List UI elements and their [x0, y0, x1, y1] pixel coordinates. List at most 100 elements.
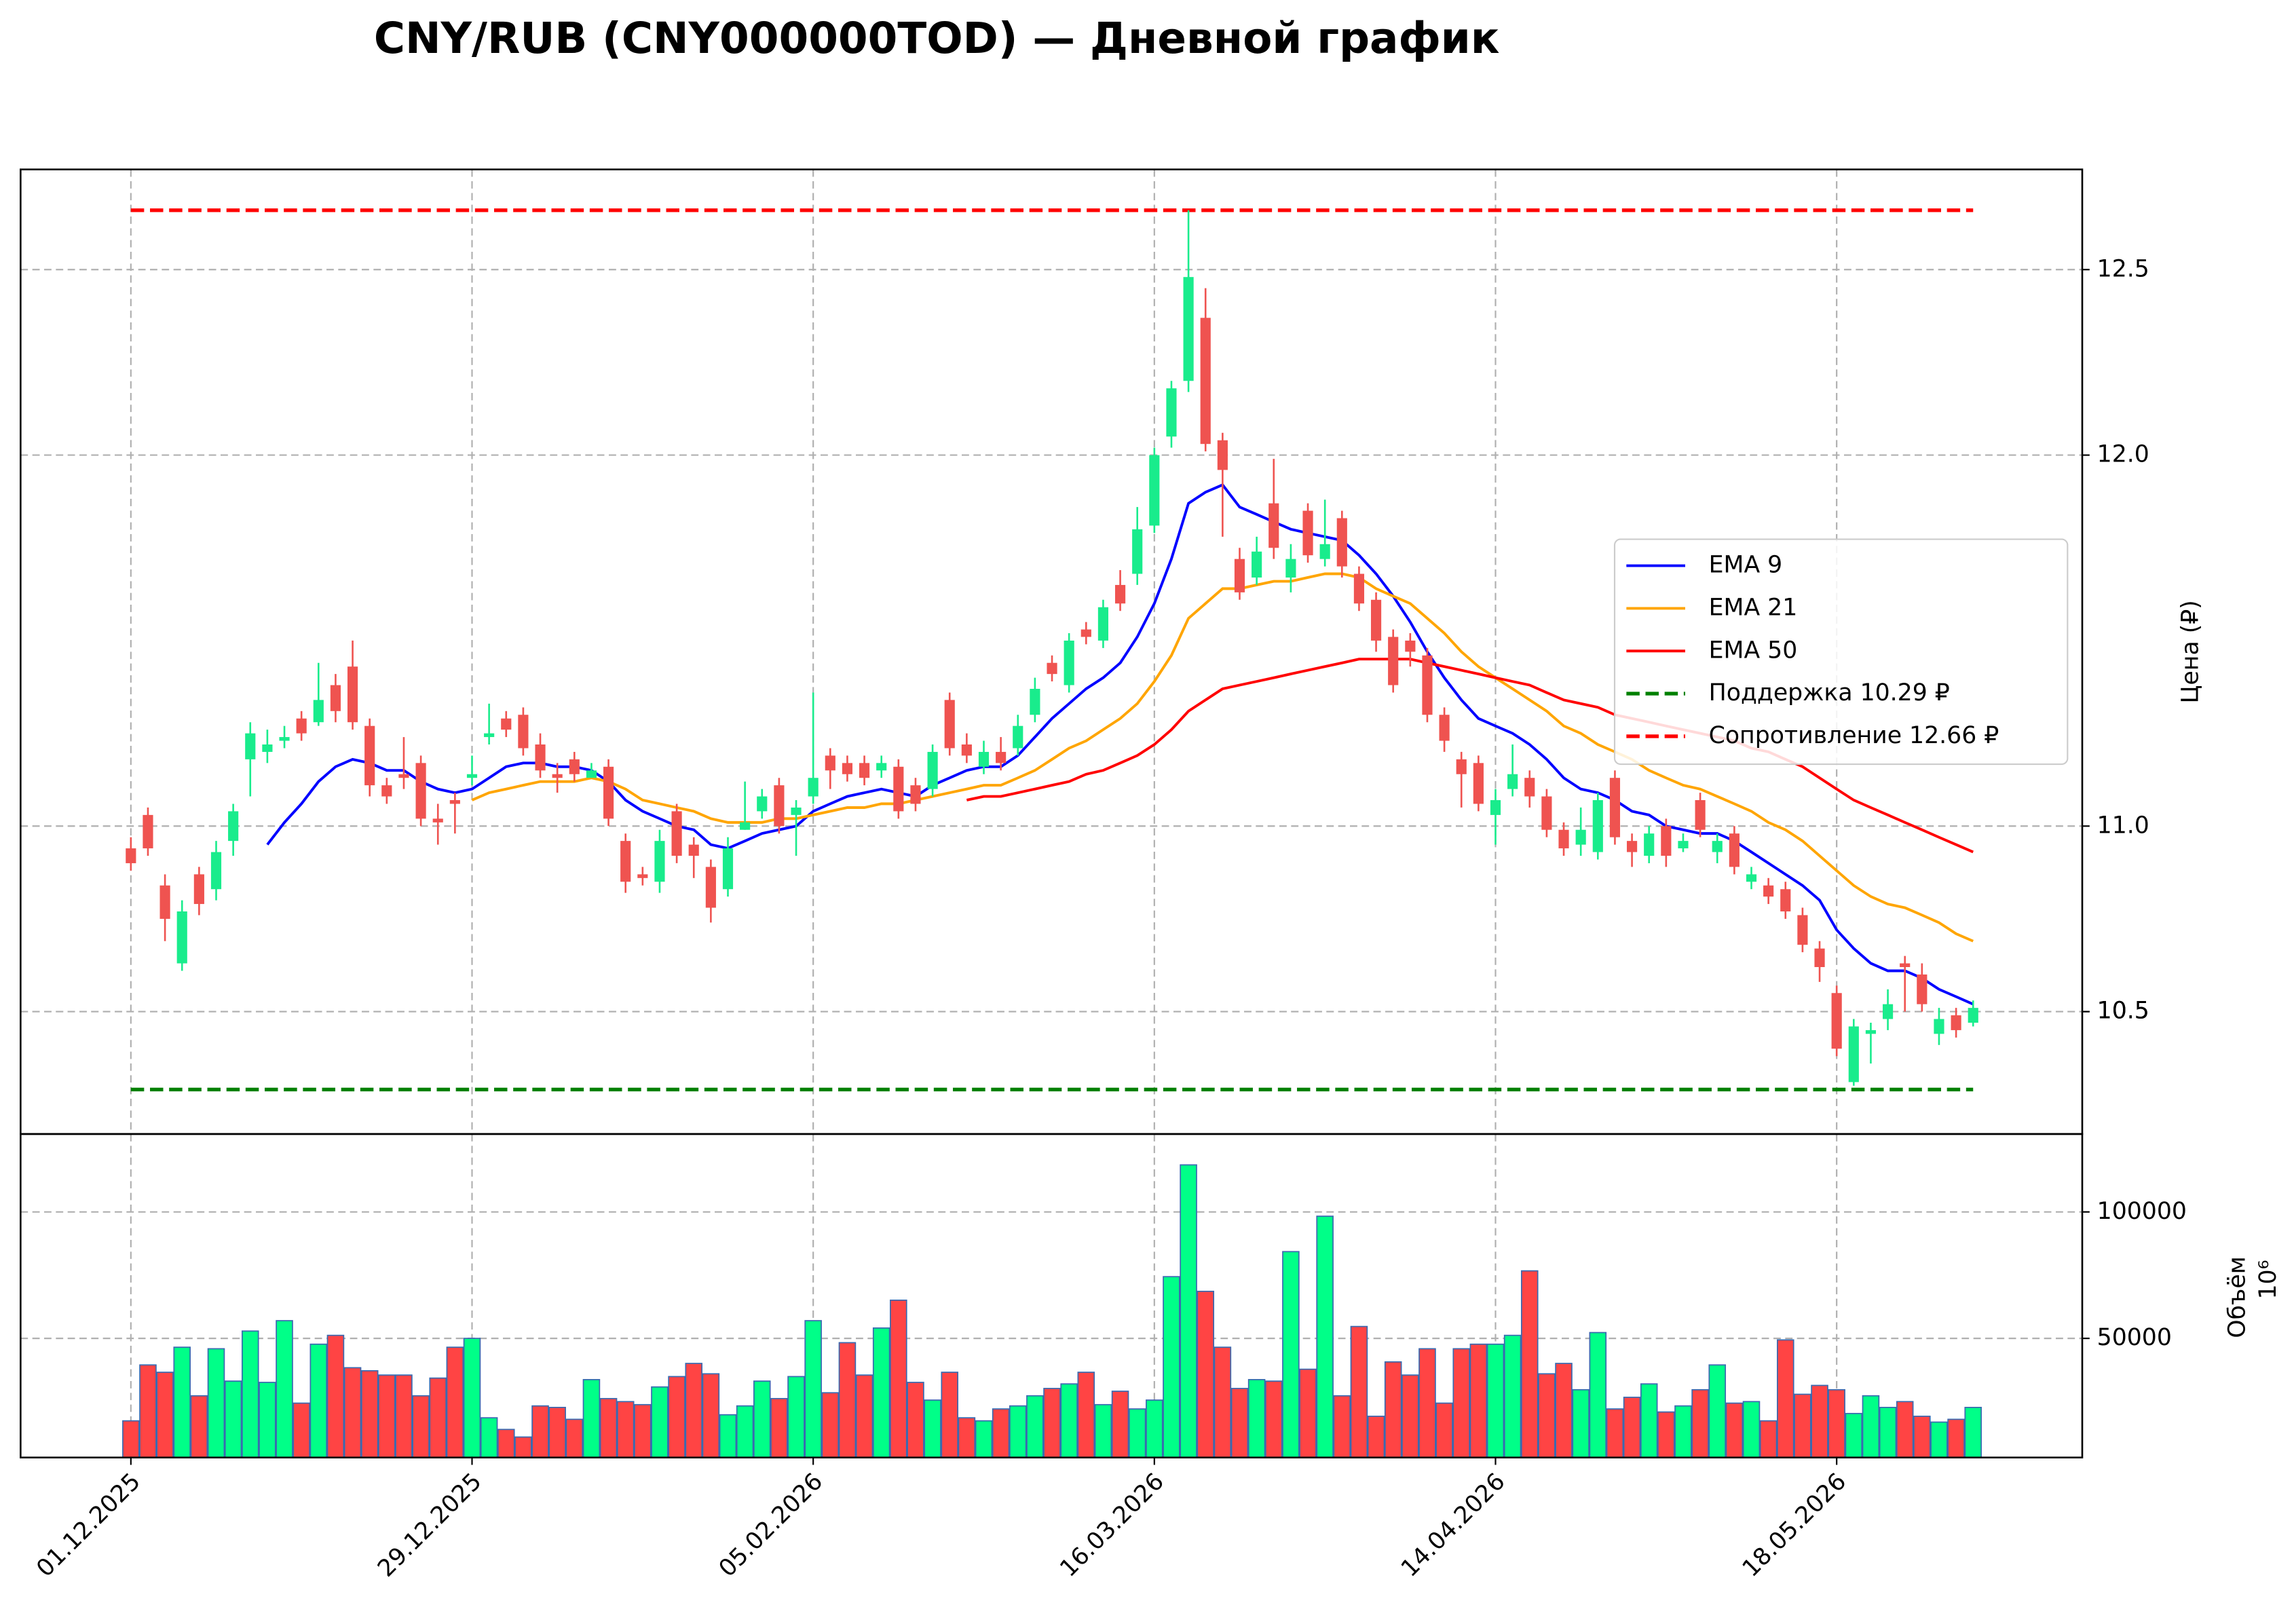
volume-bar: [958, 1417, 976, 1458]
candle-body: [1473, 763, 1484, 804]
volume-bar: [207, 1348, 225, 1458]
volume-bar: [1469, 1343, 1488, 1458]
volume-bar: [1180, 1164, 1197, 1458]
candle-body: [1609, 778, 1621, 837]
candle-body: [1234, 559, 1245, 592]
candle-body: [1882, 1004, 1894, 1019]
candle-body: [1524, 778, 1535, 797]
volume-bar: [907, 1382, 924, 1458]
candle-body: [637, 874, 648, 878]
volume-bar: [1930, 1421, 1948, 1458]
legend-label: EMA 9: [1709, 552, 1783, 579]
candle-body: [1729, 833, 1740, 867]
volume-bar: [1691, 1389, 1709, 1458]
volume-bar: [1435, 1402, 1453, 1458]
volume-frame: [20, 1133, 2084, 1458]
candle-body: [1968, 1008, 1978, 1023]
volume-bar: [855, 1374, 873, 1458]
candle-body: [1558, 829, 1569, 849]
candle-body: [1456, 759, 1467, 774]
candle-body: [1712, 841, 1723, 852]
candle-body: [228, 811, 239, 842]
candle-body: [1507, 774, 1518, 789]
candle-body: [1302, 510, 1313, 556]
candle-body: [1114, 584, 1126, 604]
volume-bar: [685, 1363, 703, 1458]
candle-body: [381, 785, 392, 797]
volume-bar: [804, 1320, 822, 1458]
volume-bar: [616, 1401, 635, 1458]
candle-body: [1166, 388, 1177, 437]
candle-body: [688, 844, 699, 856]
candle-body: [1831, 993, 1842, 1049]
legend-label: EMA 21: [1709, 594, 1798, 621]
y-tick-label: 100000: [2097, 1198, 2187, 1225]
candle-body: [1678, 841, 1689, 849]
y-tick-label: 12.0: [2097, 441, 2149, 468]
volume-bar: [224, 1380, 242, 1458]
volume-bar: [343, 1367, 362, 1458]
volume-bar: [1879, 1407, 1897, 1458]
volume-axis-label: Объём: [2224, 1256, 2251, 1338]
candle-body: [1814, 948, 1825, 967]
candle-body: [808, 778, 819, 797]
y-tick-label: 50000: [2097, 1324, 2172, 1351]
candle-body: [1797, 915, 1808, 945]
price-plot: [126, 208, 1978, 1092]
volume-bar: [293, 1402, 310, 1458]
volume-bar: [736, 1405, 754, 1458]
candle-body: [1268, 503, 1279, 548]
candle-body: [296, 718, 307, 734]
candle-body: [1252, 551, 1262, 578]
candle-body: [1183, 277, 1194, 381]
volume-bar: [599, 1397, 618, 1458]
candle-body: [1951, 1015, 1961, 1030]
volume-bar: [719, 1414, 737, 1458]
legend-label: EMA 50: [1709, 637, 1798, 664]
candle-body: [1439, 715, 1450, 741]
volume-bar: [1776, 1339, 1794, 1458]
y-axis-label: Цена (₽): [2177, 600, 2204, 703]
volume-bar: [480, 1417, 498, 1458]
ema-line: [471, 572, 1974, 943]
volume-bar: [1555, 1363, 1573, 1458]
y-tick-label: 11.0: [2097, 812, 2149, 839]
volume-bar: [890, 1299, 907, 1458]
volume-bar: [1282, 1251, 1300, 1458]
volume-bar: [122, 1420, 140, 1458]
candle-body: [1370, 599, 1382, 641]
volume-bar: [1197, 1290, 1215, 1458]
candle-body: [1097, 607, 1109, 641]
candle-body: [876, 763, 887, 771]
volume-bar: [1077, 1372, 1095, 1458]
candle-body: [313, 700, 324, 723]
volume-bar: [446, 1346, 464, 1458]
candle-body: [1780, 889, 1791, 912]
volume-bar: [787, 1376, 805, 1458]
volume-bar: [1520, 1270, 1539, 1458]
volume-bar: [651, 1386, 669, 1458]
volume-bar: [173, 1346, 191, 1458]
candle-body: [740, 822, 751, 830]
candle-body: [330, 685, 341, 711]
candle-body: [1080, 629, 1091, 637]
volume-bar: [1418, 1348, 1436, 1458]
volume-bar: [309, 1343, 328, 1458]
candle-body: [364, 725, 375, 786]
candle-body: [1013, 725, 1023, 749]
volume-bar: [1845, 1412, 1863, 1458]
volume-bar: [565, 1418, 584, 1458]
volume-bar: [1896, 1401, 1914, 1458]
volume-bar: [1128, 1408, 1146, 1458]
candle-body: [1695, 800, 1706, 830]
candle-body: [1541, 796, 1552, 830]
volume-bar: [1947, 1418, 1965, 1458]
volume-bar: [1828, 1389, 1845, 1458]
candle-body: [603, 766, 614, 819]
volume-bar: [395, 1374, 413, 1458]
candle-body: [961, 744, 972, 756]
volume-bar: [139, 1364, 157, 1458]
volume-bar: [190, 1395, 208, 1458]
volume-bar: [378, 1374, 396, 1458]
